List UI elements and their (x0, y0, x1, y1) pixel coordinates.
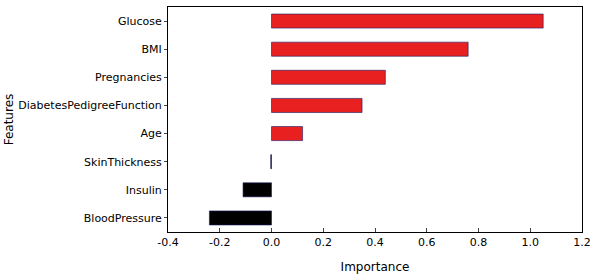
svg-text:Age: Age (141, 127, 163, 140)
svg-text:1.0: 1.0 (522, 236, 540, 249)
svg-text:0.6: 0.6 (418, 236, 436, 249)
svg-text:-0.4: -0.4 (157, 236, 178, 249)
svg-text:Glucose: Glucose (118, 15, 162, 28)
svg-text:DiabetesPedigreeFunction: DiabetesPedigreeFunction (18, 99, 161, 112)
svg-text:BloodPressure: BloodPressure (84, 212, 162, 225)
svg-text:1.2: 1.2 (573, 236, 591, 249)
svg-text:-0.2: -0.2 (209, 236, 230, 249)
svg-text:0.8: 0.8 (470, 236, 488, 249)
svg-text:Pregnancies: Pregnancies (95, 71, 162, 84)
svg-text:0.4: 0.4 (366, 236, 384, 249)
svg-text:BMI: BMI (142, 43, 162, 56)
svg-text:0.0: 0.0 (263, 236, 281, 249)
svg-text:Insulin: Insulin (126, 184, 162, 197)
svg-text:0.2: 0.2 (315, 236, 333, 249)
svg-text:Importance: Importance (341, 260, 410, 274)
svg-text:Features: Features (2, 94, 16, 146)
svg-text:SkinThickness: SkinThickness (84, 156, 162, 169)
